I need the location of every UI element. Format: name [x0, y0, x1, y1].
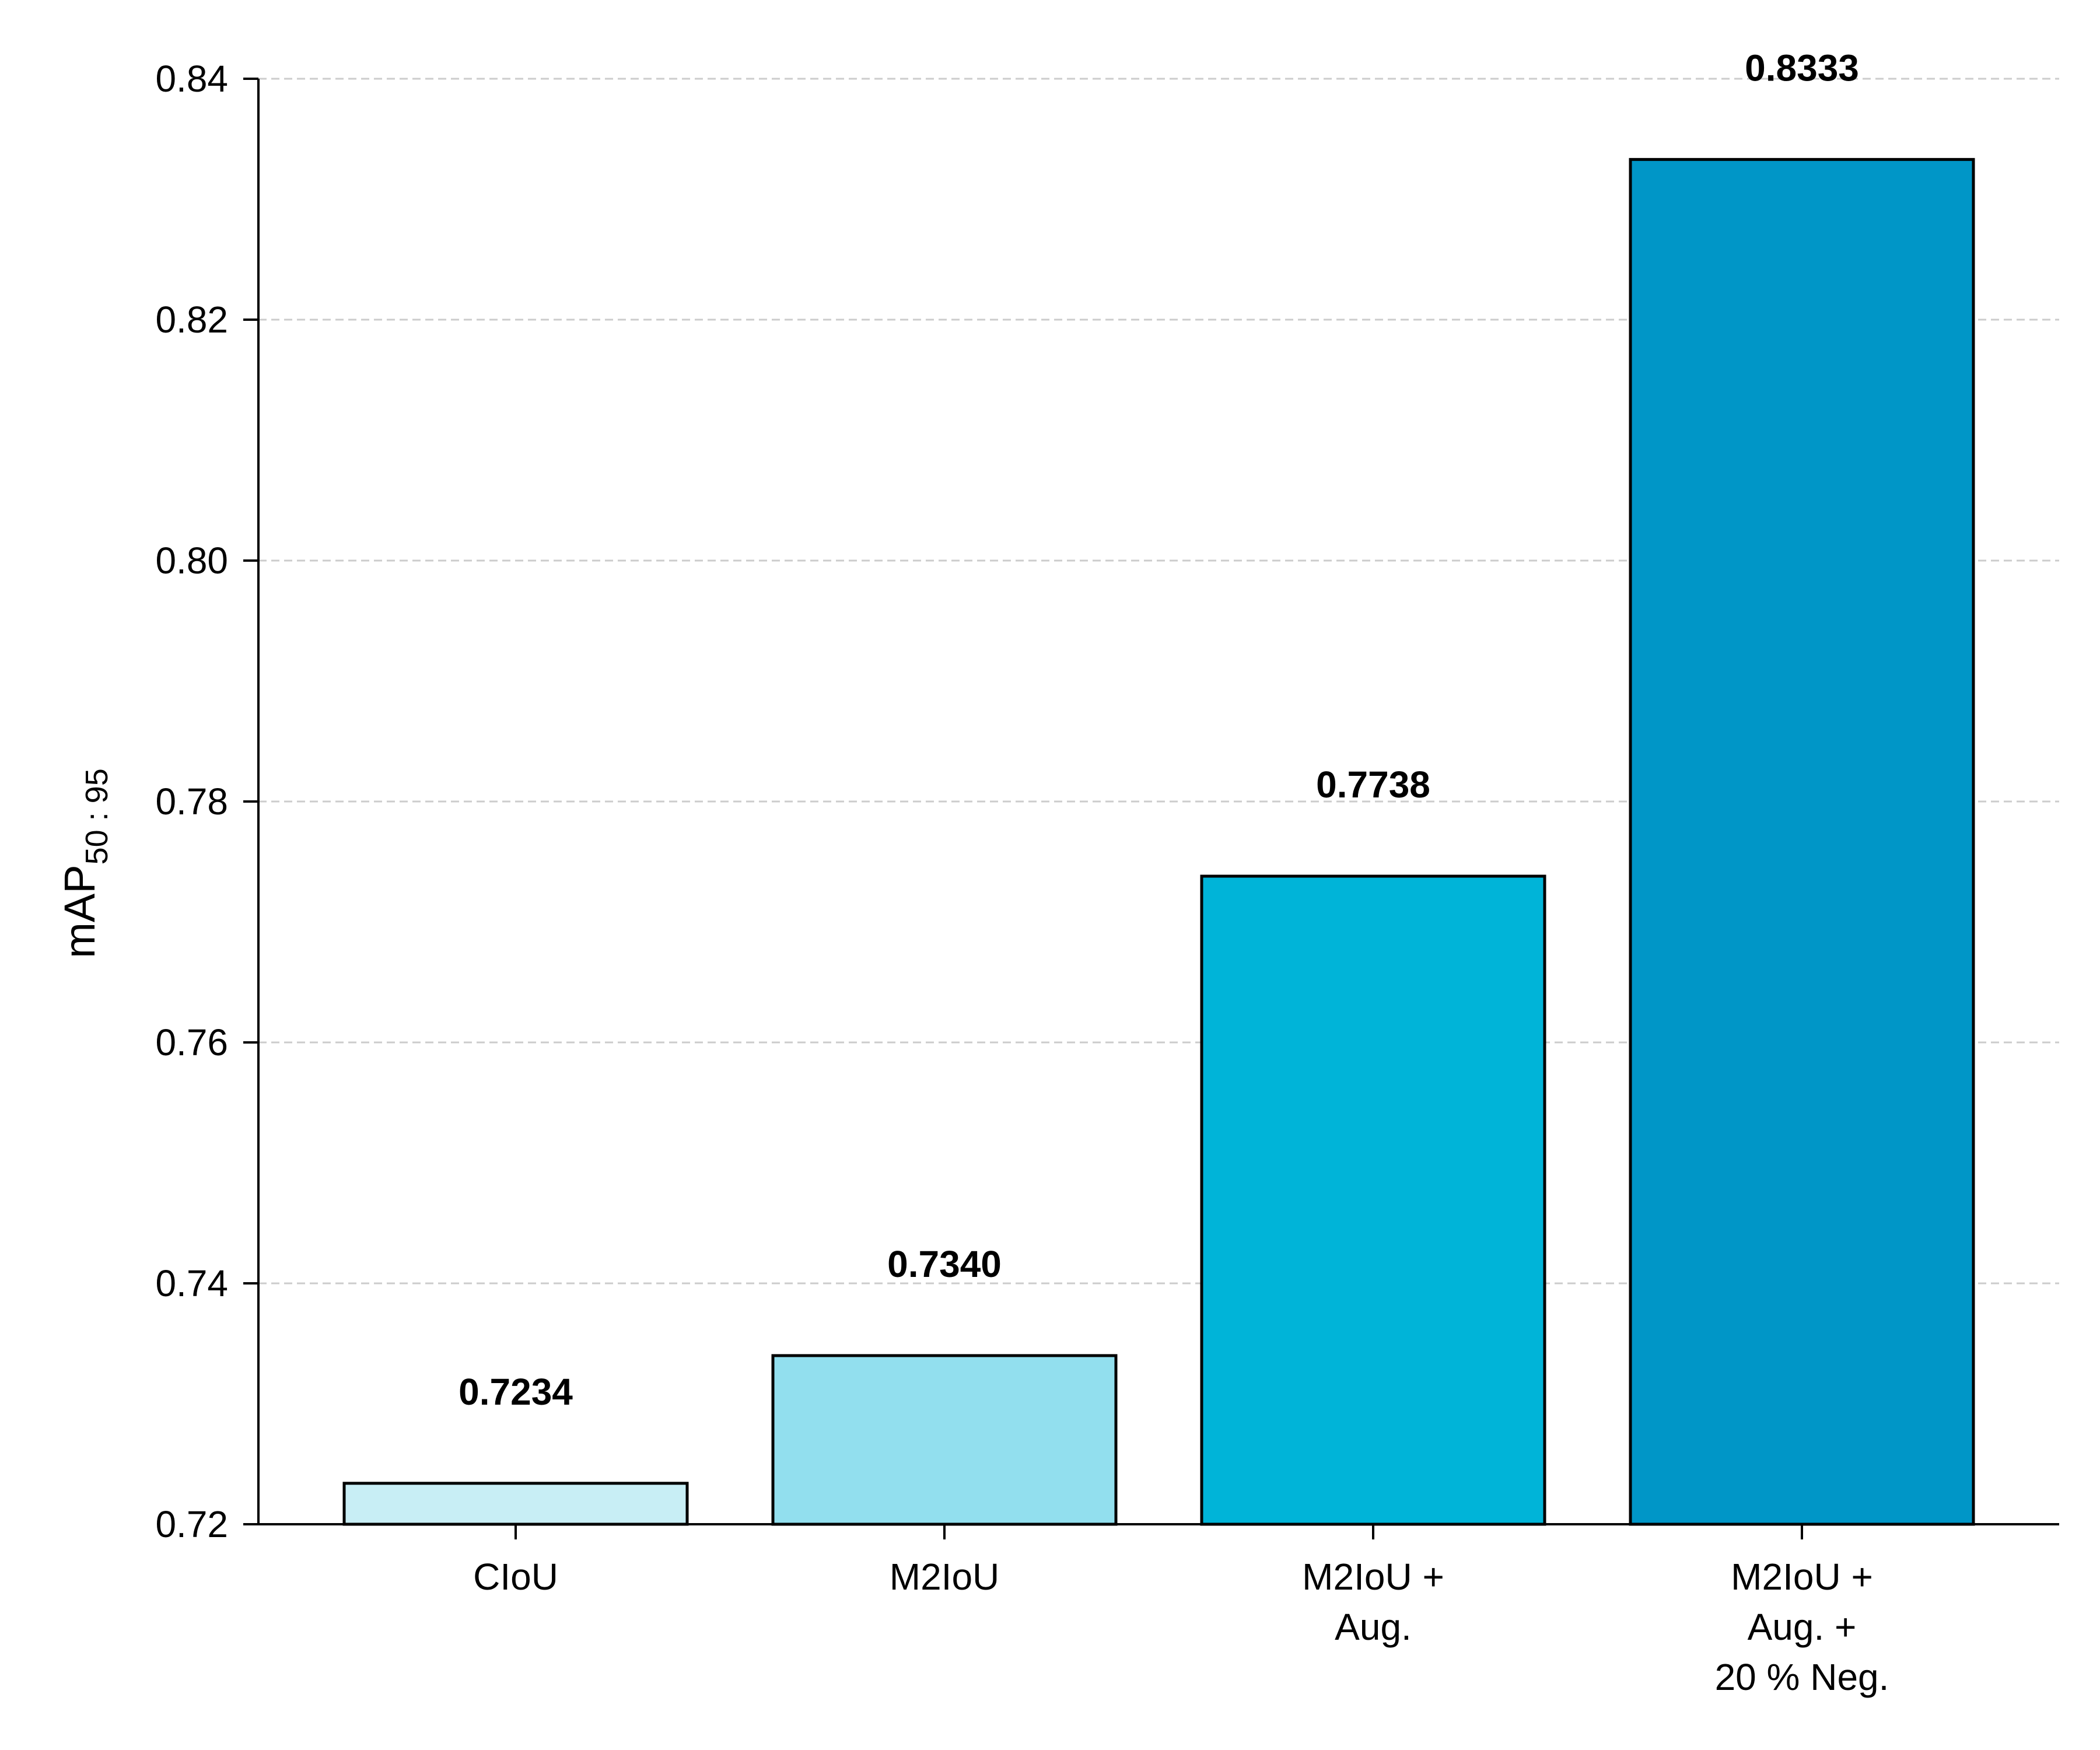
y-tick-label: 0.82: [155, 299, 228, 341]
bar: [1200, 874, 1546, 1526]
bar-value-label: 0.7234: [459, 1371, 573, 1413]
y-axis-title-subscript: 50 : 95: [79, 768, 114, 864]
y-axis-title: mAP50 : 95: [55, 768, 114, 958]
y-tick-label: 0.80: [155, 540, 228, 582]
y-tick-label: 0.72: [155, 1503, 228, 1545]
x-tick-label: M2IoU + Aug.: [1302, 1556, 1444, 1648]
bar-value-label: 0.7738: [1316, 764, 1430, 806]
bar-value-label: 0.7340: [887, 1243, 1002, 1285]
x-axis-ticks: CIoU M2IoU M2IoU + Aug. M2IoU + Aug. +20 % Ne…: [473, 1524, 1889, 1698]
x-tick-label: M2IoU + Aug. +20 % Neg.: [1715, 1556, 1889, 1698]
y-axis-title-main: mAP: [55, 864, 104, 958]
y-tick-label: 0.76: [155, 1021, 228, 1063]
x-tick-label: CIoU: [473, 1556, 558, 1598]
grid-lines: [258, 78, 2059, 1284]
bar: [771, 1354, 1118, 1526]
x-tick-label: M2IoU: [890, 1556, 1000, 1598]
y-tick-label: 0.74: [155, 1262, 228, 1304]
bar: [1629, 158, 1975, 1526]
y-tick-label: 0.78: [155, 780, 228, 822]
bars: [342, 158, 1975, 1526]
bar-value-label: 0.8333: [1745, 47, 1859, 89]
y-axis-ticks: 0.72 0.74 0.76 0.78 0.80 0.82 0.84: [155, 58, 258, 1545]
value-labels: 0.7234 0.7340 0.7738 0.8333: [459, 47, 1859, 1412]
bar: [342, 1482, 689, 1526]
y-tick-label: 0.84: [155, 58, 228, 100]
